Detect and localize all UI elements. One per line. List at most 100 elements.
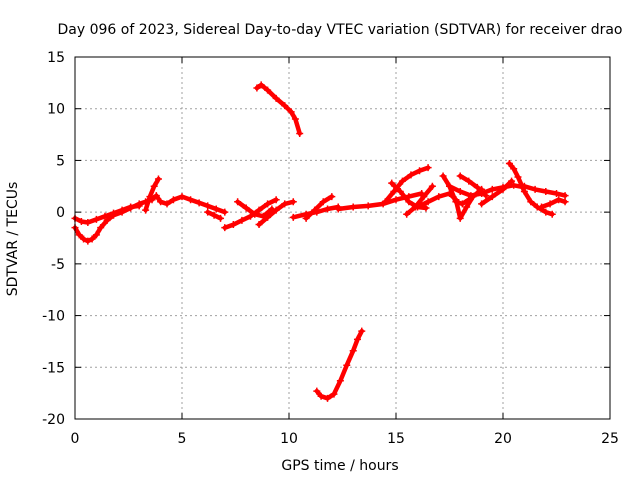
data-point [435,193,443,201]
data-point [103,216,111,224]
data-point [349,203,357,211]
y-tick-label: 0 [56,205,65,221]
series-arc-19 [456,172,490,200]
data-point [482,192,490,200]
series-arc-23 [538,196,569,211]
series-arc-1 [71,192,229,245]
data-point [84,218,92,226]
x-tick-label: 25 [601,431,619,447]
plot-frame [74,56,611,420]
data-point [221,208,229,216]
data-point [88,235,96,243]
data-point [488,185,496,193]
data-point [546,200,554,208]
series-arc-20 [478,177,516,208]
data-point [257,81,265,89]
series-line [539,197,568,210]
series-line [143,176,161,213]
data-point [311,206,319,214]
x-axis: 0 5 10 15 20 25 [71,57,619,447]
data-point [499,185,507,193]
data-point [424,198,432,206]
series-arc-10 [302,193,336,222]
series-arc-6 [234,198,276,220]
data-point [446,182,453,190]
y-tick-label: -15 [42,360,65,376]
data-point [510,181,518,189]
data-point [92,231,100,239]
data-point [343,361,351,369]
data-point [291,115,299,123]
data-point [264,86,272,94]
data-point [542,208,550,216]
data-point [110,209,118,217]
series-arc-22 [520,182,569,200]
data-point [439,172,447,180]
data-point [510,165,518,173]
data-point [413,203,421,211]
data-point [405,198,413,206]
x-tick-label: 15 [387,431,405,447]
data-point [390,187,398,195]
data-point [358,327,366,335]
y-tick-label: 10 [47,102,65,118]
data-point [272,196,280,204]
series-line [314,328,365,401]
data-point [349,347,357,355]
data-point [289,213,297,221]
y-tick-label: -10 [42,309,65,325]
data-point [169,196,177,204]
data-point [381,198,389,206]
data-point [478,200,486,208]
data-point [520,182,528,190]
data-point [195,199,203,207]
series-arc-21 [505,160,556,218]
data-point [527,198,535,206]
data-point [428,182,436,190]
data-point [456,187,464,195]
data-point [84,237,92,245]
data-point [253,84,261,92]
data-point [296,130,304,138]
series-arc-13 [381,164,432,206]
data-point [187,196,195,204]
data-point [531,185,539,193]
data-point [334,205,342,213]
data-point [272,94,280,102]
series-line [254,82,302,136]
x-tick-label: 5 [178,431,187,447]
data-point [146,193,154,201]
x-axis-label: GPS time / hours [281,458,398,474]
data-point [154,175,162,183]
data-point [488,193,496,201]
data-point [251,210,259,218]
data-point [452,198,460,206]
data-point [246,212,254,220]
y-axis: -20 -15 -10 -5 0 5 10 15 [42,50,610,428]
chart-title: Day 096 of 2023, Sidereal Day-to-day VTE… [57,22,622,38]
data-point [118,206,126,214]
series-arc-4 [204,208,225,222]
y-tick-label: 15 [47,50,65,66]
data-point [281,102,289,110]
data-point [204,202,212,210]
data-point [135,202,143,210]
data-point [152,192,160,200]
data-point [398,177,406,185]
data-point [97,224,105,232]
data-point [242,204,250,212]
data-point [392,196,400,204]
data-point [555,196,563,204]
data-point [364,202,372,210]
data-point [463,203,471,211]
data-point [80,235,88,243]
x-tick-label: 20 [494,431,512,447]
data-point [289,198,297,206]
data-point [178,193,186,201]
data-point [163,200,171,208]
grid-lines [75,57,610,419]
data-point [456,214,464,222]
series-arc-2 [71,202,143,226]
data-point [514,173,522,181]
